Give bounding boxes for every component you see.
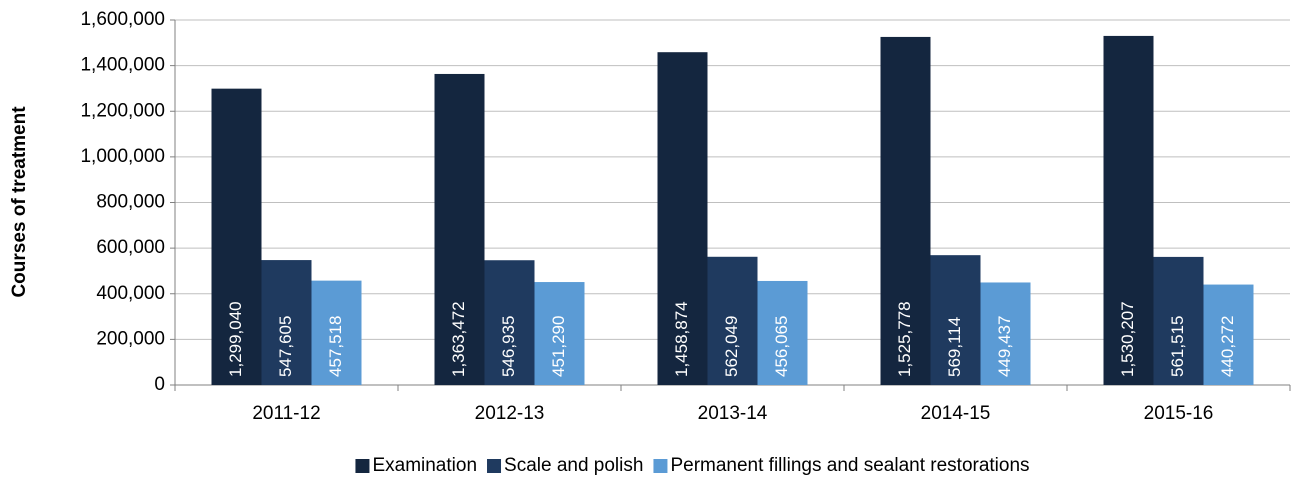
value-label: 456,065 [772, 316, 791, 377]
value-label: 451,290 [549, 316, 568, 377]
legend-swatch [653, 459, 668, 473]
x-tick-label: 2012-13 [475, 403, 545, 424]
legend-swatch [355, 459, 370, 473]
x-tick-label: 2014-15 [921, 403, 991, 424]
legend-label: Scale and polish [504, 455, 643, 476]
value-label: 1,299,040 [226, 301, 245, 377]
x-tick-label: 2015-16 [1144, 403, 1214, 424]
bar [434, 73, 485, 385]
bar [211, 88, 262, 386]
x-tick-label: 2011-12 [252, 403, 320, 424]
bar [1103, 35, 1154, 385]
value-label: 569,114 [945, 317, 964, 377]
value-label: 440,272 [1218, 316, 1237, 377]
y-axis-title: Courses of treatment [9, 106, 30, 298]
y-tick-label: 1,200,000 [80, 100, 165, 121]
value-label: 562,049 [722, 316, 741, 377]
bar [534, 282, 585, 385]
y-tick-label: 200,000 [96, 328, 165, 349]
value-label: 561,515 [1168, 316, 1187, 377]
bar [484, 260, 535, 385]
y-tick-label: 800,000 [96, 192, 165, 213]
bar [657, 52, 708, 386]
y-tick-label: 1,400,000 [80, 55, 165, 76]
value-label: 457,518 [326, 316, 345, 377]
y-tick-label: 0 [154, 374, 165, 395]
y-tick-label: 1,600,000 [80, 9, 165, 30]
y-tick-label: 1,000,000 [80, 146, 165, 167]
value-label: 1,530,207 [1118, 301, 1137, 377]
value-label: 449,437 [995, 316, 1014, 377]
value-label: 1,525,778 [895, 301, 914, 377]
bar [980, 282, 1031, 385]
value-label: 546,935 [499, 316, 518, 377]
bar [707, 256, 758, 385]
legend-swatch [487, 459, 502, 473]
legend-label: Examination [372, 455, 477, 476]
y-tick-label: 600,000 [96, 237, 165, 258]
bar [1203, 284, 1254, 385]
bar [261, 260, 312, 385]
value-label: 1,458,874 [672, 301, 691, 377]
legend-label: Permanent fillings and sealant restorati… [670, 455, 1029, 476]
x-tick-label: 2013-14 [698, 403, 768, 424]
y-tick-label: 400,000 [96, 283, 165, 304]
bar [311, 280, 362, 385]
bar [757, 280, 808, 385]
bar [930, 255, 981, 385]
value-label: 547,605 [276, 316, 295, 377]
bar [880, 36, 931, 386]
bar [1153, 256, 1204, 385]
value-label: 1,363,472 [449, 301, 468, 377]
